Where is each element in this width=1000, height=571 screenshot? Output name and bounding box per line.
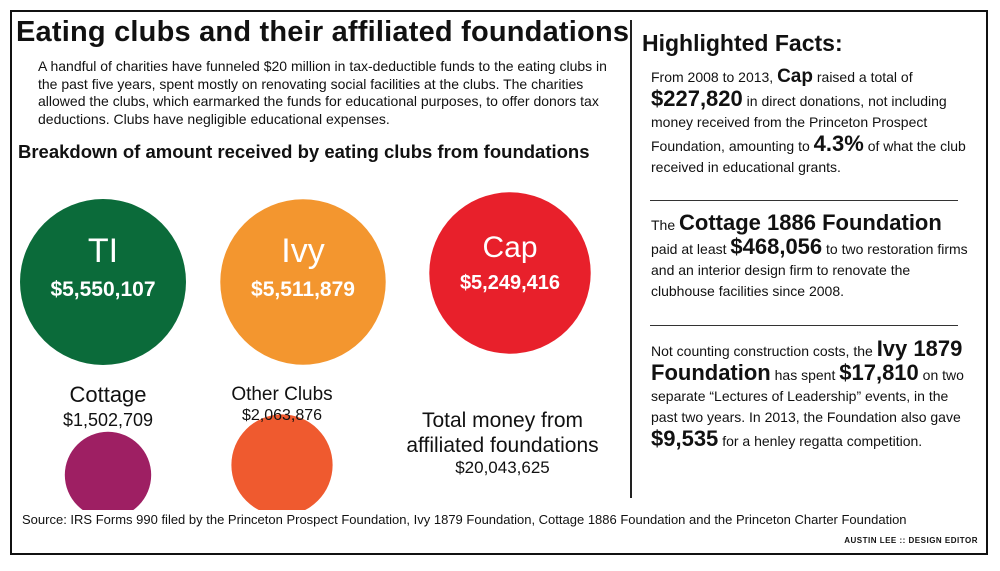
fact-cap-name: Cap [777,66,813,87]
facts-title: Highlighted Facts: [642,30,843,56]
bubble-label-cottage: Cottage [69,382,146,407]
intro-text: A handful of charities have funneled $20… [38,58,607,127]
fact-ivy-amount-1: $17,810 [839,360,919,385]
fact-ivy: Not counting construction costs, the Ivy… [651,338,971,452]
page-title: Eating clubs and their affiliated founda… [16,16,630,48]
fact-ivy-text-3: on two separate “Lectures of Leadership”… [651,367,964,425]
bubble-value-cap: $5,249,416 [460,272,560,294]
bubble-ivy [220,199,386,365]
bubble-label-cap: Cap [482,231,537,264]
bubble-value-ti: $5,550,107 [50,278,155,301]
total-label: Total money from affiliated foundations [406,409,599,457]
bubble-label-ivy: Ivy [281,232,324,270]
fact-cap-text-1: From 2008 to 2013, [651,69,774,85]
fact-divider-2 [650,325,958,326]
bubble-ti [20,199,186,365]
fact-cottage: The Cottage 1886 Foundation paid at leas… [651,212,971,302]
bubble-value-ivy: $5,511,879 [251,278,355,301]
fact-cottage-name: Cottage 1886 Foundation [679,210,942,235]
fact-cottage-text-3: to two restoration firms and an interior… [651,241,968,299]
fact-ivy-name: Ivy 1879 Foundation [651,336,963,385]
fact-cap-text-4: of what the club received in educational… [651,138,966,175]
fact-cap-text-2: raised a total of [816,69,913,85]
fact-cap-amount: $227,820 [651,86,743,111]
source-note: Source: IRS Forms 990 filed by the Princ… [22,512,907,527]
bubble-chart: TI $5,550,107 Ivy $5,511,879 Cap $5,249,416 Co… [20,192,591,510]
credit-line: AUSTIN LEE :: DESIGN EDITOR [844,536,978,545]
fact-cottage-text-2: paid at least [651,241,727,257]
fact-cap: From 2008 to 2013, Cap raised a total of… [651,66,971,178]
bubble-value-cottage: $1,502,709 [63,410,153,430]
fact-cap-percent: 4.3% [813,131,864,156]
fact-ivy-text-4: for a henley regatta competition. [722,433,923,449]
fact-ivy-amount-2: $9,535 [651,426,719,451]
fact-cottage-amount: $468,056 [730,234,823,259]
bubble-label-other-clubs: Other Clubs [231,384,332,405]
total-value: $20,043,625 [455,458,550,477]
fact-cap-text-3: in direct donations, not including money… [651,93,947,154]
bubble-value-other-clubs: $2,063,876 [242,407,322,424]
fact-ivy-text-2: has spent [774,367,836,383]
chart-title: Breakdown of amount received by eating c… [18,141,590,162]
column-divider [630,20,632,498]
bubble-other-clubs [231,414,333,510]
fact-cottage-text-1: The [651,217,676,233]
fact-ivy-text-1: Not counting construction costs, the [651,343,873,359]
bubble-cap [429,192,591,354]
bubble-cottage [64,431,152,510]
bubble-label-ti: TI [88,232,118,270]
fact-divider-1 [650,200,958,201]
